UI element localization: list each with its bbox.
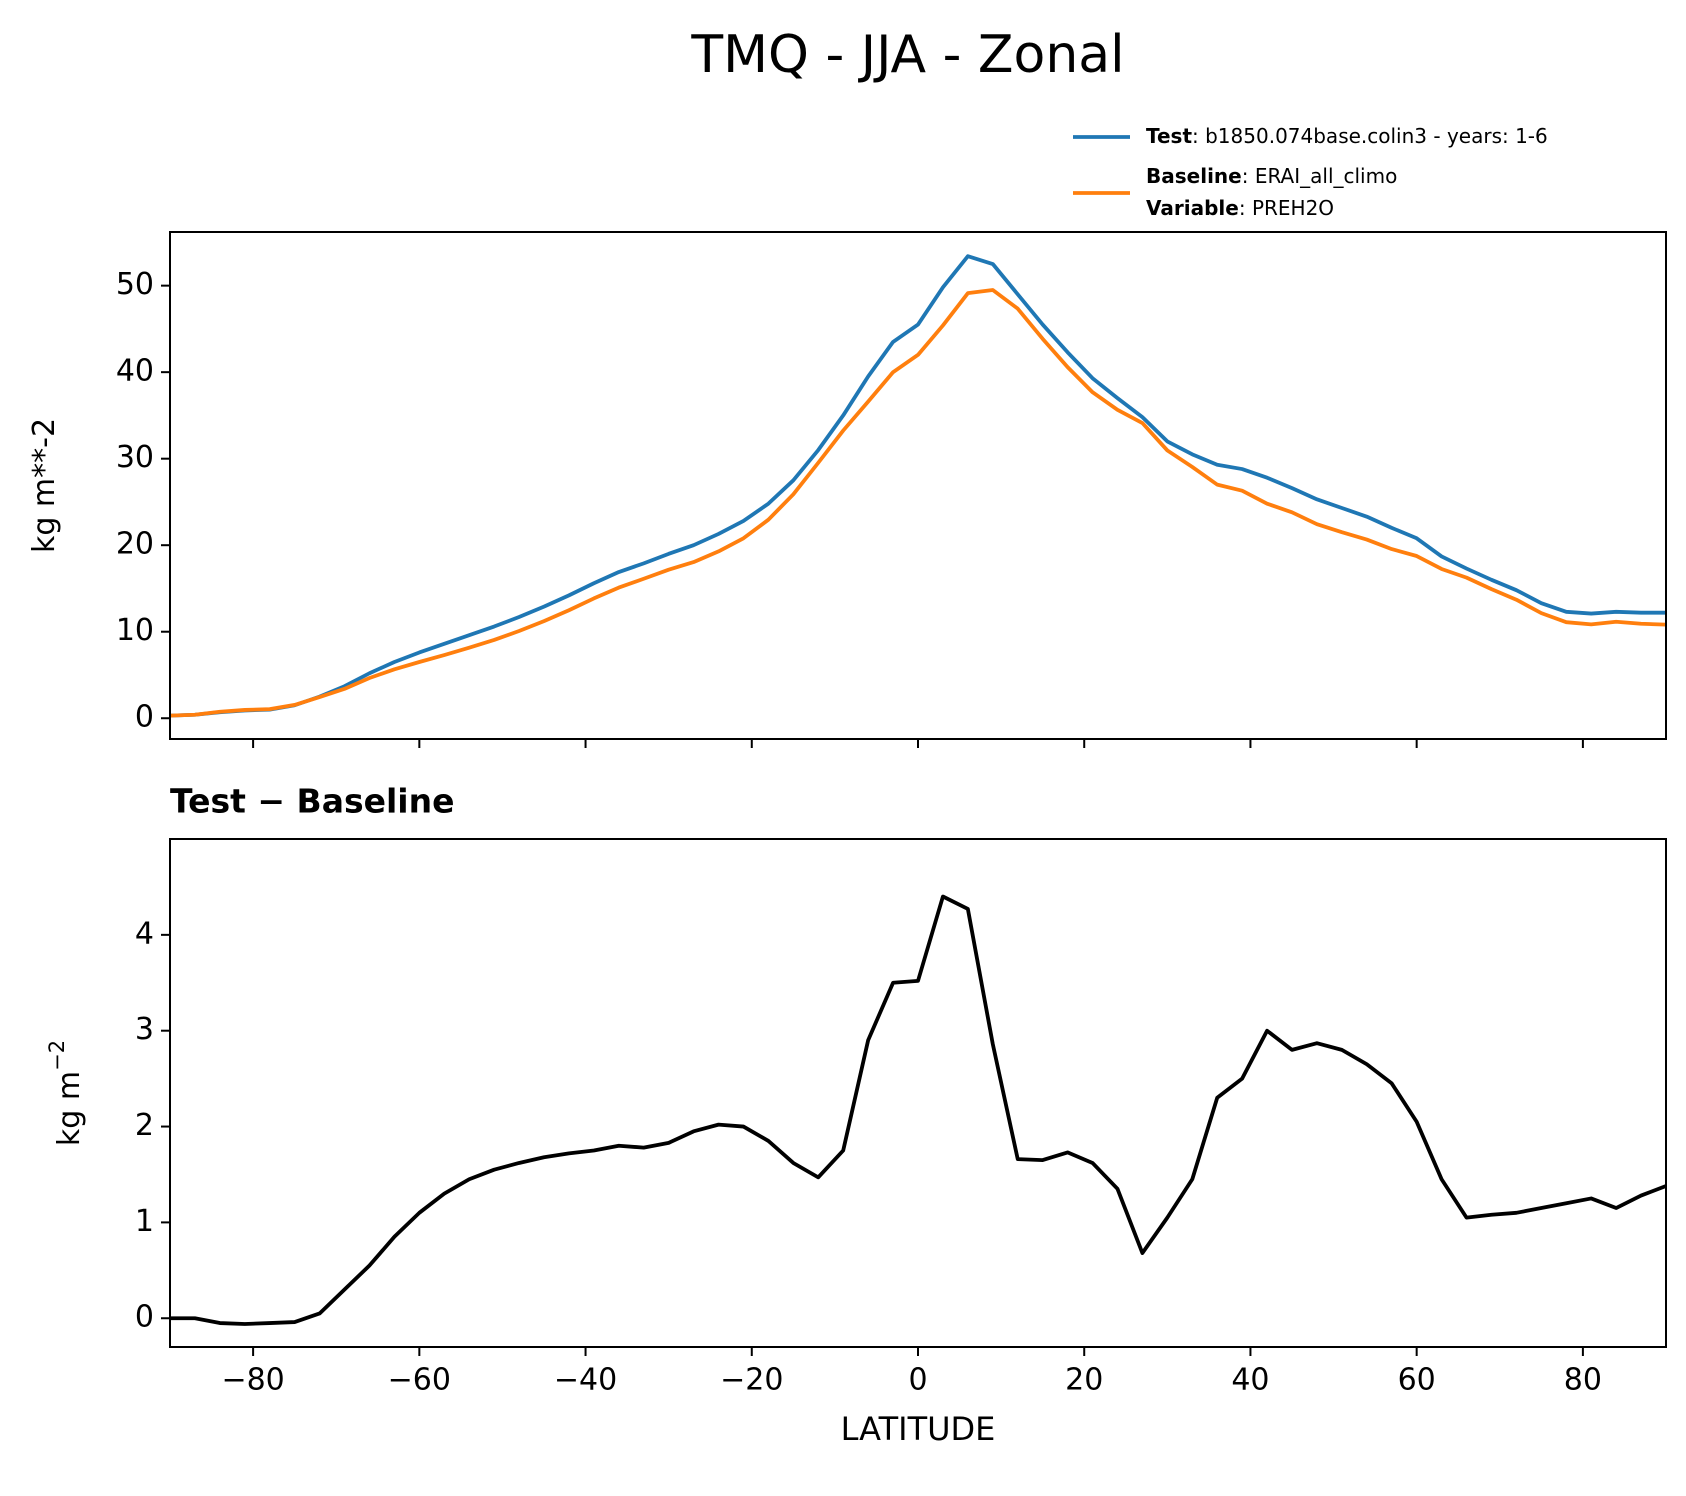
legend-name: Variable [1146, 196, 1239, 220]
y-tick-label: 0 [135, 700, 154, 735]
axes-title: Test − Baseline [170, 782, 455, 821]
y-axis-label: kg m−2 [45, 1040, 87, 1146]
y-tick-label: 40 [116, 354, 154, 389]
x-tick-label: −60 [388, 1363, 451, 1398]
x-tick-label: 60 [1398, 1363, 1436, 1398]
x-tick-label: 20 [1065, 1363, 1103, 1398]
y-axis-label-text: kg m**-2 [27, 418, 62, 553]
y-tick-label: 0 [135, 1300, 154, 1335]
x-tick-label: 80 [1564, 1363, 1602, 1398]
y-axis-label-sup: −2 [45, 1040, 69, 1071]
axes-frame [169, 838, 1667, 1348]
legend-label: Test: b1850.074base.colin3 - years: 1-6 [1146, 124, 1548, 148]
y-tick-label: 10 [116, 613, 154, 648]
y-tick-label: 2 [135, 1108, 154, 1143]
figure-title: TMQ - JJA - Zonal [690, 25, 1124, 85]
x-tick-label: 0 [908, 1363, 927, 1398]
y-axis-label-text: kg m [52, 1071, 87, 1146]
y-tick-label: 3 [135, 1012, 154, 1047]
x-tick-label: 40 [1231, 1363, 1269, 1398]
legend-label: Variable: PREH2O [1146, 196, 1334, 220]
legend-name: Test [1146, 124, 1192, 148]
x-tick-label: −80 [221, 1363, 284, 1398]
y-tick-label: 1 [135, 1204, 154, 1239]
y-axis-label: kg m**-2 [27, 418, 62, 553]
x-tick-label: −40 [554, 1363, 617, 1398]
x-axis-label: LATITUDE [841, 1410, 996, 1448]
y-tick-label: 4 [135, 916, 154, 951]
data-line [170, 894, 1666, 1326]
legend-detail: : ERAI_all_climo [1242, 164, 1398, 188]
y-tick-label: 20 [116, 527, 154, 562]
legend-label: Baseline: ERAI_all_climo [1146, 164, 1397, 188]
y-tick-label: 30 [116, 440, 154, 475]
y-tick-label: 50 [116, 267, 154, 302]
data-line [170, 254, 1666, 718]
legend-detail: : b1850.074base.colin3 - years: 1-6 [1192, 124, 1548, 148]
legend-name: Baseline [1146, 164, 1242, 188]
data-line [170, 288, 1666, 718]
x-tick-label: −20 [720, 1363, 783, 1398]
legend-detail: : PREH2O [1239, 196, 1334, 220]
